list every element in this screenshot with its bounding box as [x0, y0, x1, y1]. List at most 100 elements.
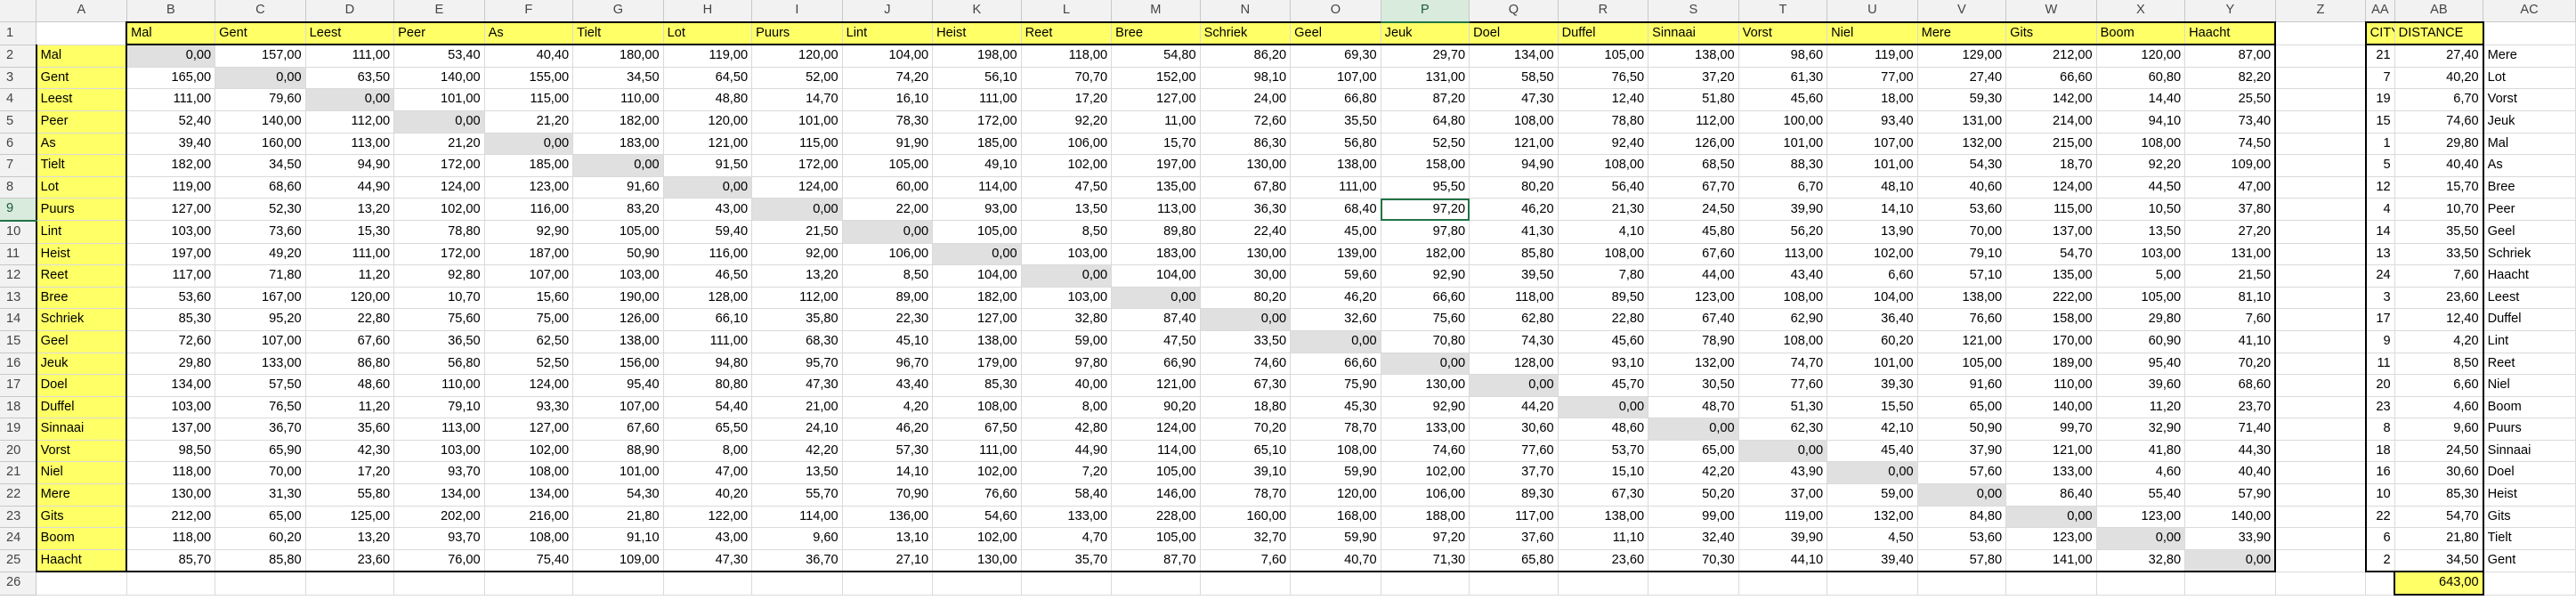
cell-X17[interactable]: 39,60 — [2096, 374, 2186, 397]
column-header-F[interactable]: F — [484, 0, 574, 23]
cell-G14[interactable]: 126,00 — [572, 308, 664, 331]
cell-S14[interactable]: 67,40 — [1648, 308, 1739, 331]
cell-Y11[interactable]: 131,00 — [2184, 243, 2277, 266]
cell-N8[interactable]: 67,80 — [1200, 176, 1292, 199]
cell-S15[interactable]: 78,90 — [1648, 330, 1739, 353]
cell-AC12[interactable]: Haacht — [2483, 264, 2576, 288]
cell-AA8[interactable]: 12 — [2364, 176, 2395, 199]
cell-AB12[interactable]: 7,60 — [2394, 264, 2484, 288]
cell-S9[interactable]: 24,50 — [1648, 198, 1739, 222]
cell-E21[interactable]: 93,70 — [393, 461, 485, 485]
cell-P14[interactable]: 75,60 — [1381, 308, 1470, 331]
cell-Z26[interactable] — [2275, 572, 2367, 596]
cell-D23[interactable]: 125,00 — [305, 506, 395, 529]
cell-I24[interactable]: 9,60 — [751, 527, 843, 550]
cell-U5[interactable]: 93,40 — [1827, 110, 1918, 134]
cell-F14[interactable]: 75,00 — [484, 308, 574, 331]
cell-S8[interactable]: 67,70 — [1648, 176, 1739, 199]
cell-A26[interactable] — [36, 572, 127, 596]
cell-P25[interactable]: 71,30 — [1381, 549, 1470, 573]
cell-F19[interactable]: 127,00 — [484, 418, 574, 441]
cell-AA18[interactable]: 23 — [2364, 396, 2395, 419]
cell-R5[interactable]: 78,80 — [1558, 110, 1649, 134]
cell-R16[interactable]: 93,10 — [1558, 353, 1649, 376]
cell-AA25[interactable]: 2 — [2364, 549, 2395, 573]
cell-E19[interactable]: 113,00 — [393, 418, 485, 441]
cell-Y13[interactable]: 81,10 — [2184, 287, 2277, 310]
cell-W13[interactable]: 222,00 — [2005, 287, 2097, 310]
column-header-Y[interactable]: Y — [2184, 0, 2276, 23]
cell-W1[interactable]: Gits — [2005, 20, 2097, 46]
cell-U14[interactable]: 36,40 — [1827, 308, 1918, 331]
cell-W12[interactable]: 135,00 — [2005, 264, 2097, 288]
cell-L5[interactable]: 92,20 — [1021, 110, 1113, 134]
cell-X5[interactable]: 94,10 — [2096, 110, 2186, 134]
cell-D24[interactable]: 13,20 — [305, 527, 395, 550]
cell-F1[interactable]: As — [484, 20, 574, 46]
cell-Z7[interactable] — [2275, 154, 2367, 177]
cell-K5[interactable]: 172,00 — [932, 110, 1022, 134]
cell-V23[interactable]: 84,80 — [1917, 506, 2007, 529]
cell-P8[interactable]: 95,50 — [1381, 176, 1470, 199]
cell-AC11[interactable]: Schriek — [2483, 243, 2576, 266]
cell-E16[interactable]: 56,80 — [393, 353, 485, 376]
cell-I12[interactable]: 13,20 — [751, 264, 843, 288]
cell-N26[interactable] — [1200, 572, 1292, 596]
cell-R17[interactable]: 45,70 — [1558, 374, 1649, 397]
cell-Q6[interactable]: 121,00 — [1469, 133, 1559, 156]
cell-F24[interactable]: 108,00 — [484, 527, 574, 550]
cell-L7[interactable]: 102,00 — [1021, 154, 1113, 177]
cell-B18[interactable]: 103,00 — [126, 396, 216, 419]
cell-E22[interactable]: 134,00 — [393, 483, 485, 507]
cell-K9[interactable]: 93,00 — [932, 198, 1022, 222]
cell-N12[interactable]: 30,00 — [1200, 264, 1292, 288]
cell-AC26[interactable] — [2483, 572, 2576, 596]
cell-U26[interactable] — [1827, 572, 1918, 596]
cell-AA21[interactable]: 16 — [2364, 461, 2395, 485]
cell-Q23[interactable]: 117,00 — [1469, 506, 1559, 529]
cell-N20[interactable]: 65,10 — [1200, 440, 1292, 463]
cell-A9[interactable]: Puurs — [35, 198, 128, 222]
cell-J15[interactable]: 45,10 — [842, 330, 934, 353]
cell-H5[interactable]: 120,00 — [663, 110, 753, 134]
cell-N7[interactable]: 130,00 — [1200, 154, 1292, 177]
cell-K25[interactable]: 130,00 — [932, 549, 1022, 573]
cell-R22[interactable]: 67,30 — [1558, 483, 1649, 507]
row-header-21[interactable]: 21 — [0, 461, 37, 485]
cell-U10[interactable]: 13,90 — [1827, 220, 1918, 244]
cell-E2[interactable]: 53,40 — [393, 45, 485, 68]
cell-R7[interactable]: 108,00 — [1558, 154, 1649, 177]
cell-N9[interactable]: 36,30 — [1200, 198, 1292, 222]
cell-P20[interactable]: 74,60 — [1381, 440, 1470, 463]
cell-B12[interactable]: 117,00 — [126, 264, 216, 288]
cell-M6[interactable]: 15,70 — [1111, 133, 1201, 156]
cell-R8[interactable]: 56,40 — [1558, 176, 1649, 199]
column-header-T[interactable]: T — [1738, 0, 1828, 23]
cell-A16[interactable]: Jeuk — [35, 353, 128, 376]
cell-F16[interactable]: 52,50 — [484, 353, 574, 376]
cell-L12[interactable]: 0,00 — [1021, 264, 1113, 288]
cell-AA3[interactable]: 7 — [2364, 67, 2395, 90]
cell-E6[interactable]: 21,20 — [393, 133, 485, 156]
cell-C7[interactable]: 34,50 — [215, 154, 306, 177]
cell-P24[interactable]: 97,20 — [1381, 527, 1470, 550]
cell-B5[interactable]: 52,40 — [126, 110, 216, 134]
cell-B25[interactable]: 85,70 — [126, 549, 216, 573]
cell-O9[interactable]: 68,40 — [1290, 198, 1381, 222]
cell-Z12[interactable] — [2275, 264, 2367, 288]
cell-P11[interactable]: 182,00 — [1381, 243, 1470, 266]
cell-W25[interactable]: 141,00 — [2005, 549, 2097, 573]
cell-Q16[interactable]: 128,00 — [1469, 353, 1559, 376]
cell-O2[interactable]: 69,30 — [1290, 45, 1381, 68]
column-header-W[interactable]: W — [2005, 0, 2097, 23]
cell-G19[interactable]: 67,60 — [572, 418, 664, 441]
cell-L3[interactable]: 70,70 — [1021, 67, 1113, 90]
cell-K2[interactable]: 198,00 — [932, 45, 1022, 68]
cell-L2[interactable]: 118,00 — [1021, 45, 1113, 68]
column-header-L[interactable]: L — [1021, 0, 1113, 23]
cell-Y25[interactable]: 0,00 — [2184, 549, 2277, 573]
cell-R24[interactable]: 11,10 — [1558, 527, 1649, 550]
cell-M26[interactable] — [1111, 572, 1201, 596]
cell-O14[interactable]: 32,60 — [1290, 308, 1381, 331]
cell-C1[interactable]: Gent — [215, 20, 306, 46]
